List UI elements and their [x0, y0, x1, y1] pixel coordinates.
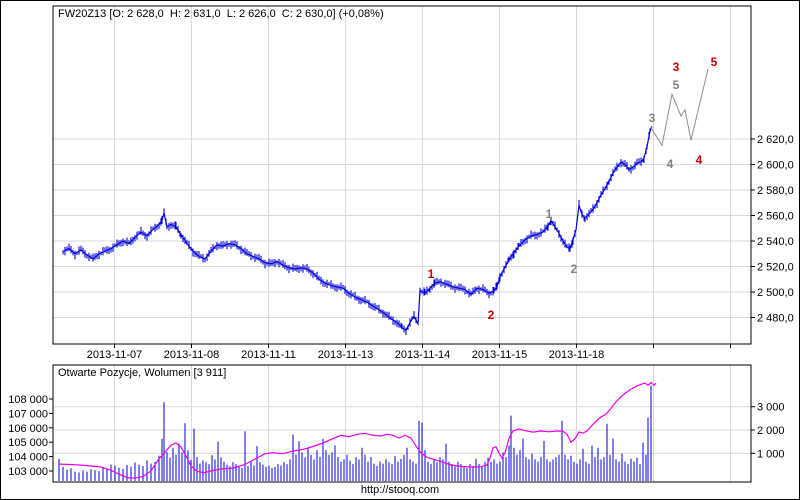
- stooq-url: http://stooq.com: [360, 484, 440, 496]
- date-axis-label: 2013-11-08: [164, 349, 219, 361]
- wave-label-gray-3: 3: [649, 111, 656, 125]
- open-interest-axis-label: 107 000: [8, 408, 48, 420]
- price-axis-label: 2 560,0: [757, 211, 794, 223]
- date-axis-label: 2013-11-11: [241, 349, 296, 361]
- wave-label-gray-4: 4: [667, 157, 674, 171]
- wave-label-gray-2: 2: [571, 262, 578, 276]
- price-axis-label: 2 520,0: [757, 262, 794, 274]
- price-axis-label: 2 500,0: [757, 287, 794, 299]
- date-axis-label: 2013-11-18: [549, 349, 604, 361]
- open-interest-axis-label: 104 000: [8, 452, 48, 464]
- volume-panel-title: Otwarte Pozycje, Wolumen [3 911]: [58, 367, 227, 379]
- open-interest-axis-label: 103 000: [8, 466, 48, 478]
- price-axis-label: 2 620,0: [757, 134, 794, 146]
- open-interest-line: [58, 381, 657, 479]
- date-axis-label: 2013-11-15: [472, 349, 527, 361]
- price-axis-label: 2 480,0: [757, 313, 794, 325]
- date-axis-label: 2013-11-13: [318, 349, 373, 361]
- open-interest-axis-label: 105 000: [8, 437, 48, 449]
- main-chart-title: FW20Z13 [O: 2 628,0 H: 2 631,0 L: 2 626,…: [58, 8, 384, 20]
- volume-axis-label: 3 000: [757, 402, 785, 414]
- open-interest-axis-label: 106 000: [8, 423, 48, 435]
- price-axis-label: 2 540,0: [757, 236, 794, 248]
- price-axis-label: 2 580,0: [757, 185, 794, 197]
- main-chart-frame: [52, 5, 752, 345]
- volume-axis-label: 1 000: [757, 448, 785, 460]
- volume-axis-label: 2 000: [757, 425, 785, 437]
- date-axis-label: 2013-11-14: [395, 349, 450, 361]
- price-axis-label: 2 600,0: [757, 160, 794, 172]
- wave-label-red-2: 2: [488, 308, 495, 322]
- wave-label-red-3: 3: [673, 60, 680, 74]
- wave-label-gray-5: 5: [673, 78, 680, 92]
- open-interest-axis-label: 108 000: [8, 394, 48, 406]
- wave-label-red-5: 5: [711, 55, 718, 69]
- wave-label-red-4: 4: [696, 153, 703, 167]
- date-axis-label: 2013-11-07: [87, 349, 142, 361]
- wave-label-gray-1: 1: [546, 207, 553, 221]
- volume-panel-frame: [52, 364, 752, 483]
- price-bars: [62, 128, 651, 336]
- projection-line: [650, 68, 709, 147]
- wave-label-red-1: 1: [428, 267, 435, 281]
